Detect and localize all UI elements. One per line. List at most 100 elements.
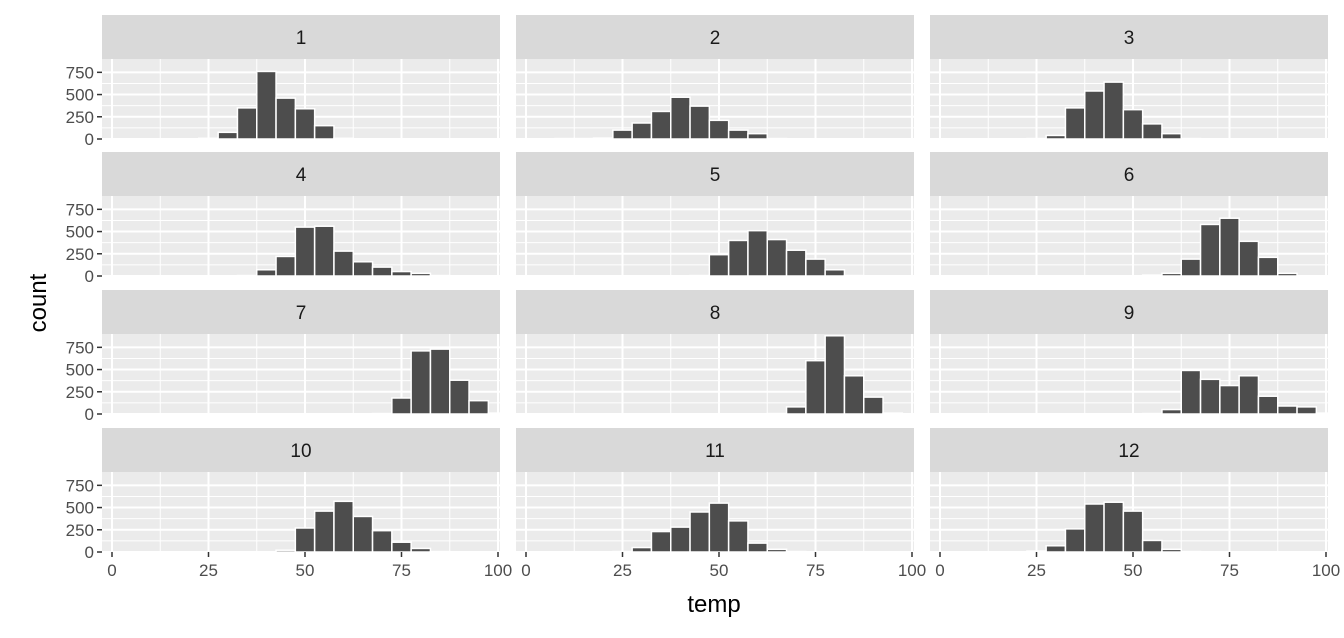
histogram-bar — [729, 521, 748, 552]
histogram-bar — [651, 111, 670, 139]
histogram-bar — [1220, 218, 1239, 276]
histogram-bar — [469, 401, 488, 414]
histogram-bar — [199, 138, 218, 139]
histogram-bar — [392, 272, 411, 276]
histogram-bar — [671, 527, 690, 552]
histogram-bar — [276, 256, 295, 276]
histogram-bar — [315, 511, 334, 552]
histogram-bar — [411, 273, 430, 276]
histogram-bar — [1181, 259, 1200, 276]
histogram-bar — [632, 548, 651, 552]
x-tick-label: 75 — [392, 561, 411, 580]
histogram-bar — [315, 226, 334, 276]
histogram-bar — [295, 528, 314, 552]
histogram-bar — [392, 398, 411, 414]
y-tick-label: 500 — [66, 361, 94, 380]
histogram-bar — [671, 97, 690, 139]
histogram-bar — [748, 134, 767, 139]
facet-strip-label: 7 — [296, 303, 307, 324]
histogram-bar — [1046, 135, 1065, 139]
histogram-bar — [430, 349, 449, 414]
y-tick-label: 750 — [66, 200, 94, 219]
histogram-bar — [1278, 406, 1297, 414]
histogram-bar — [806, 259, 825, 276]
facet-2: 2 — [516, 15, 914, 139]
histogram-bar — [883, 413, 902, 414]
y-tick-label: 250 — [66, 245, 94, 264]
histogram-bar — [632, 123, 651, 139]
y-tick-label: 500 — [66, 499, 94, 518]
y-tick-label: 750 — [66, 338, 94, 357]
histogram-bar — [1123, 110, 1142, 139]
facet-9: 9 — [930, 290, 1336, 414]
histogram-bar — [787, 407, 806, 414]
histogram-bar — [411, 548, 430, 552]
x-tick-label: 50 — [296, 561, 315, 580]
histogram-bar — [334, 138, 353, 139]
histogram-bar — [334, 501, 353, 552]
x-tick-label: 25 — [199, 561, 218, 580]
histogram-bar — [767, 240, 786, 276]
y-tick-label: 0 — [85, 405, 94, 424]
facet-7: 7 0 250 500 750 — [66, 290, 508, 424]
facet-8: 8 — [516, 290, 914, 414]
histogram-bar — [1162, 549, 1181, 552]
histogram-bar — [1162, 273, 1181, 276]
y-tick-label: 500 — [66, 223, 94, 242]
x-tick-label: 0 — [107, 561, 116, 580]
y-tick-label: 0 — [85, 267, 94, 286]
histogram-bar — [690, 512, 709, 552]
histogram-bar — [295, 227, 314, 276]
histogram-bar — [1065, 108, 1084, 139]
histogram-bar — [334, 251, 353, 276]
histogram-bar — [825, 270, 844, 276]
histogram-bar — [651, 532, 670, 552]
histogram-bar — [729, 240, 748, 276]
histogram-bar — [1181, 370, 1200, 414]
y-tick-label: 0 — [85, 130, 94, 149]
x-tick-label: 100 — [1312, 561, 1340, 580]
y-tick-label: 250 — [66, 383, 94, 402]
y-axis-title: count — [25, 273, 52, 332]
x-tick-label: 100 — [898, 561, 926, 580]
facet-strip-label: 3 — [1124, 28, 1135, 49]
histogram-bar — [1220, 386, 1239, 414]
histogram-bar — [353, 262, 372, 276]
histogram-bar — [1201, 379, 1220, 414]
x-tick-label: 50 — [710, 561, 729, 580]
y-tick-label: 500 — [66, 86, 94, 105]
histogram-bar — [806, 361, 825, 414]
histogram-bar — [257, 270, 276, 276]
histogram-bar — [276, 98, 295, 139]
facet-strip-label: 2 — [710, 28, 721, 49]
histogram-bar — [1297, 407, 1316, 414]
histogram-bar — [1085, 91, 1104, 139]
x-tick-label: 0 — [521, 561, 530, 580]
facet-strip-label: 6 — [1124, 165, 1135, 186]
histogram-bar — [748, 543, 767, 552]
histogram-bar — [709, 503, 728, 552]
histogram-bar — [315, 126, 334, 139]
facet-strip-label: 12 — [1118, 441, 1139, 462]
histogram-bar — [450, 380, 469, 414]
histogram-bar — [237, 108, 256, 139]
facet-strip-label: 8 — [710, 303, 721, 324]
y-tick-label: 250 — [66, 108, 94, 127]
histogram-bar — [218, 132, 237, 139]
histogram-bar — [276, 550, 295, 552]
x-tick-label: 75 — [806, 561, 825, 580]
facet-strip-label: 5 — [710, 165, 721, 186]
histogram-bar — [1104, 82, 1123, 139]
x-tick-label: 100 — [484, 561, 512, 580]
facet-5: 5 — [516, 152, 914, 276]
histogram-bar — [729, 130, 748, 139]
histogram-bar — [1123, 511, 1142, 552]
histogram-bar — [1143, 124, 1162, 139]
histogram-bar — [1278, 273, 1297, 276]
histogram-bar — [1162, 410, 1181, 414]
y-tick-label: 750 — [66, 476, 94, 495]
histogram-bar — [1143, 275, 1162, 276]
